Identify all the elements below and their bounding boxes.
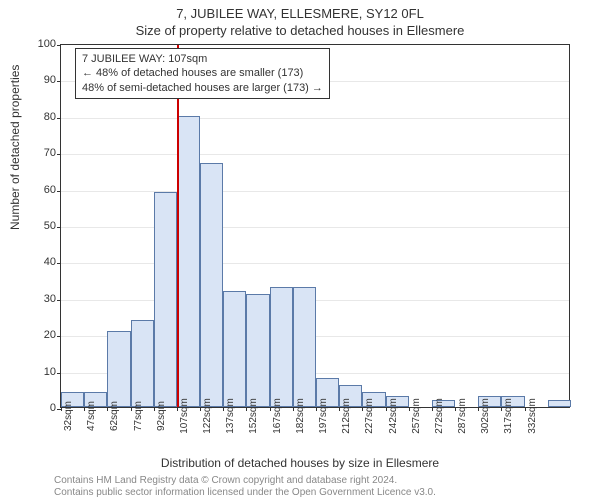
x-tick-label: 47sqm [86,401,97,431]
x-tick-mark [154,407,155,411]
histogram-bar [200,163,223,407]
annotation-box: 7 JUBILEE WAY: 107sqm ← 48% of detached … [75,48,330,99]
annotation-line-2: ← 48% of detached houses are smaller (17… [82,66,323,80]
histogram-bar [223,291,246,407]
histogram-bar [246,294,269,407]
x-tick-label: 62sqm [109,401,120,431]
x-tick-mark [61,407,62,411]
chart-title-sub: Size of property relative to detached ho… [0,21,600,38]
chart-title-main: 7, JUBILEE WAY, ELLESMERE, SY12 0FL [0,0,600,21]
histogram-bar [177,116,200,407]
x-tick-label: 227sqm [364,398,375,434]
annotation-line-3: 48% of semi-detached houses are larger (… [82,81,323,95]
y-tick-label: 30 [44,293,56,305]
y-tick-mark [57,81,61,82]
histogram-bar [131,320,154,407]
x-tick-mark [386,407,387,411]
x-tick-label: 332sqm [527,398,538,434]
histogram-bar [154,192,177,407]
gridline [61,191,569,192]
y-tick-mark [57,154,61,155]
gridline [61,263,569,264]
histogram-bar [270,287,293,407]
y-tick-label: 20 [44,329,56,341]
x-tick-label: 137sqm [225,398,236,434]
histogram-bar [548,400,571,407]
y-tick-label: 40 [44,256,56,268]
x-tick-label: 32sqm [63,401,74,431]
x-tick-label: 212sqm [341,398,352,434]
x-tick-mark [200,407,201,411]
y-tick-mark [57,373,61,374]
x-tick-label: 302sqm [480,398,491,434]
x-tick-mark [525,407,526,411]
y-tick-label: 70 [44,147,56,159]
y-tick-mark [57,118,61,119]
y-tick-mark [57,336,61,337]
x-tick-label: 92sqm [156,401,167,431]
gridline [61,227,569,228]
y-tick-label: 80 [44,111,56,123]
y-tick-label: 50 [44,220,56,232]
x-tick-label: 287sqm [457,398,468,434]
footer-line-1: Contains HM Land Registry data © Crown c… [54,475,397,486]
x-tick-mark [131,407,132,411]
x-tick-mark [432,407,433,411]
x-tick-label: 77sqm [133,401,144,431]
histogram-bar [107,331,130,407]
footer-line-2: Contains public sector information licen… [54,487,436,498]
x-tick-mark [316,407,317,411]
chart-container: 7, JUBILEE WAY, ELLESMERE, SY12 0FL Size… [0,0,600,500]
x-tick-mark [293,407,294,411]
y-axis-label: Number of detached properties [8,65,22,230]
x-tick-label: 257sqm [411,398,422,434]
x-tick-label: 167sqm [272,398,283,434]
x-tick-label: 107sqm [179,398,190,434]
x-tick-label: 197sqm [318,398,329,434]
y-tick-mark [57,263,61,264]
annotation-line-1: 7 JUBILEE WAY: 107sqm [82,52,323,66]
gridline [61,154,569,155]
y-tick-label: 60 [44,184,56,196]
x-axis-label: Distribution of detached houses by size … [0,456,600,470]
marker-line [177,45,179,407]
y-tick-mark [57,45,61,46]
x-tick-label: 122sqm [202,398,213,434]
x-tick-label: 272sqm [434,398,445,434]
y-tick-label: 0 [50,402,56,414]
y-tick-mark [57,227,61,228]
x-tick-label: 317sqm [503,398,514,434]
gridline [61,118,569,119]
x-tick-label: 152sqm [248,398,259,434]
y-tick-label: 10 [44,366,56,378]
x-tick-label: 182sqm [295,398,306,434]
x-tick-mark [409,407,410,411]
x-tick-mark [455,407,456,411]
x-tick-mark [177,407,178,411]
x-tick-label: 242sqm [388,398,399,434]
y-tick-mark [57,191,61,192]
y-tick-label: 100 [38,38,56,50]
histogram-bar [293,287,316,407]
y-tick-label: 90 [44,74,56,86]
y-tick-mark [57,300,61,301]
x-tick-mark [270,407,271,411]
